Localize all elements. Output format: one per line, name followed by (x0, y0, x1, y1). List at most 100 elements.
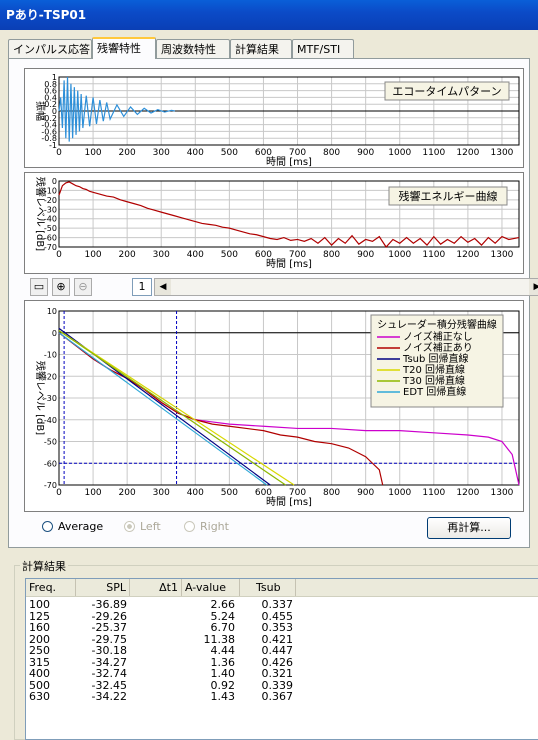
echo-time-pattern-chart: 0 100 200 300 400 500 600 700 800 900 1000 1100 1200… (24, 68, 524, 168)
table-cell-spl: -29.75 (91, 632, 127, 646)
x-tick-label: 600 (255, 488, 272, 498)
table-cell-tsub: 0.421 (261, 632, 294, 646)
x-tick-label: 600 (255, 148, 272, 158)
legend-entry: ノイズ補正なし (403, 330, 473, 343)
results-table[interactable]: Freq. SPL Δt1 A-value Tsub 100 -36.89 2.66… (25, 578, 538, 740)
recalculate-button[interactable]: 再計算... (427, 517, 511, 539)
results-table-header: Freq. SPL Δt1 A-value Tsub (26, 579, 538, 597)
radio-left-dot[interactable] (124, 521, 135, 532)
x-tick-label: 1100 (422, 250, 445, 260)
tab-calc-results[interactable]: 計算結果 (230, 39, 292, 58)
x-tick-label: 800 (323, 148, 340, 158)
x-tick-label: 900 (357, 250, 374, 260)
y-tick-label: 0.2 (44, 100, 57, 109)
x-tick-label: 1200 (456, 148, 479, 158)
table-row[interactable]: 250 -30.18 4.44 0.447 (26, 644, 538, 657)
table-cell-tsub: 0.337 (261, 598, 294, 611)
x-tick-label: 1100 (422, 148, 445, 158)
table-row[interactable]: 315 -34.27 1.36 0.426 (26, 656, 538, 669)
x-tick-label: 900 (357, 148, 374, 158)
radio-left[interactable]: Left (124, 520, 161, 533)
series-line-4 (58, 330, 286, 486)
schroeder-curve-chart: 0 100 200 300 400 500 600 700 800 900 1000 1100 1200… (24, 300, 524, 512)
x-tick-label: 600 (255, 250, 272, 260)
x-tick-label: 400 (187, 250, 204, 260)
tab-impulse-response[interactable]: インパルス応答 (8, 39, 92, 58)
y-tick-label: -30 (44, 205, 57, 214)
table-row[interactable]: 160 -25.37 6.70 0.353 (26, 621, 538, 634)
y-tick-label: -20 (44, 196, 57, 205)
table-cell-tsub: 0.367 (261, 690, 294, 703)
table-row[interactable]: 630 -34.22 1.43 0.367 (26, 690, 538, 703)
radio-right[interactable]: Right (184, 520, 229, 533)
series-line-0 (58, 181, 520, 248)
y-tick-label: -50 (44, 224, 57, 233)
y-tick-label: -30 (44, 394, 57, 403)
tab-frequency-response[interactable]: 周波数特性 (156, 39, 230, 58)
scroll-left-icon[interactable]: ◀ (155, 279, 171, 295)
x-axis-label: 時間 [ms] (266, 496, 312, 508)
series-line-3 (58, 330, 295, 486)
horizontal-scrollbar[interactable]: ◀ ▶ (154, 278, 538, 296)
echo-time-pattern-plot: 0 100 200 300 400 500 600 700 800 900 1000 1100 1200… (34, 73, 520, 168)
column-header-tsub[interactable]: Tsub (240, 579, 296, 596)
scroll-right-icon[interactable]: ▶ (529, 279, 538, 295)
y-tick-label: 0.8 (44, 80, 57, 89)
table-cell-a-value: 5.24 (210, 609, 236, 623)
x-tick-label: 1000 (388, 250, 411, 260)
column-header-freq[interactable]: Freq. (26, 579, 76, 596)
page-number-field[interactable]: 1 (132, 278, 152, 296)
x-tick-label: 700 (289, 250, 306, 260)
series-line-0 (58, 76, 175, 142)
y-tick-label: -0.4 (41, 121, 57, 130)
y-tick-label: 0 (52, 177, 57, 186)
radio-right-label: Right (200, 520, 229, 533)
table-row[interactable]: 100 -36.89 2.66 0.337 (26, 598, 538, 611)
column-header-spl[interactable]: SPL (76, 579, 130, 596)
table-cell-a-value: 1.43 (210, 690, 236, 703)
table-row[interactable]: 125 -29.26 5.24 0.455 (26, 610, 538, 623)
radio-right-dot[interactable] (184, 521, 195, 532)
tab-mtf-sti[interactable]: MTF/STI (292, 39, 354, 58)
table-cell-spl: -25.37 (91, 621, 127, 634)
table-cell-tsub: 0.447 (261, 644, 294, 657)
chart-title: エコータイムパターン (392, 85, 501, 98)
table-cell-a-value: 1.36 (210, 655, 236, 669)
tab-reverberation[interactable]: 残響特性 (92, 37, 156, 59)
y-tick-label: -10 (44, 351, 57, 360)
x-tick-label: 1200 (456, 250, 479, 260)
x-axis-label: 時間 [ms] (266, 156, 312, 167)
x-tick-label: 800 (323, 488, 340, 498)
table-cell-dt1 (130, 690, 182, 703)
chart-title-frame (384, 81, 510, 101)
channel-radio-group: Average Left Right (42, 520, 262, 538)
series-line-1 (58, 332, 384, 486)
y-tick-label: 0 (52, 107, 57, 116)
table-cell-tsub: 0.455 (261, 609, 294, 623)
zoom-out-icon[interactable]: ⊖ (74, 278, 92, 296)
x-tick-label: 100 (84, 488, 101, 498)
window-title: Pあり-TSP01 (0, 0, 538, 30)
table-cell-tsub: 0.339 (261, 678, 294, 692)
x-axis-label: 時間 [ms] (266, 258, 312, 270)
column-header-a-value[interactable]: A-value (182, 579, 240, 596)
results-group-title: 計算結果 (20, 558, 68, 574)
x-tick-label: 1300 (491, 488, 514, 498)
table-row[interactable]: 400 -32.74 1.40 0.321 (26, 667, 538, 680)
y-tick-label: -10 (44, 186, 57, 195)
energy-decay-chart: 0 100 200 300 400 500 600 700 800 900 1000 1100 1200… (24, 172, 524, 274)
radio-average-dot[interactable] (42, 521, 53, 532)
y-tick-label: -0.6 (41, 127, 57, 136)
x-tick-label: 300 (153, 250, 170, 260)
column-header-dt1[interactable]: Δt1 (130, 579, 182, 596)
radio-average[interactable]: Average (42, 520, 103, 533)
table-cell-spl: -34.27 (91, 655, 127, 669)
fit-view-icon[interactable]: ▭ (30, 278, 48, 296)
y-tick-label: 0 (52, 329, 57, 338)
table-row[interactable]: 200 -29.75 11.38 0.421 (26, 633, 538, 646)
y-tick-label: 0.4 (44, 93, 57, 102)
table-cell-freq: 160 (29, 621, 50, 634)
zoom-in-icon[interactable]: ⊕ (52, 278, 70, 296)
x-tick-label: 1200 (456, 488, 479, 498)
table-row[interactable]: 500 -32.45 0.92 0.339 (26, 679, 538, 692)
